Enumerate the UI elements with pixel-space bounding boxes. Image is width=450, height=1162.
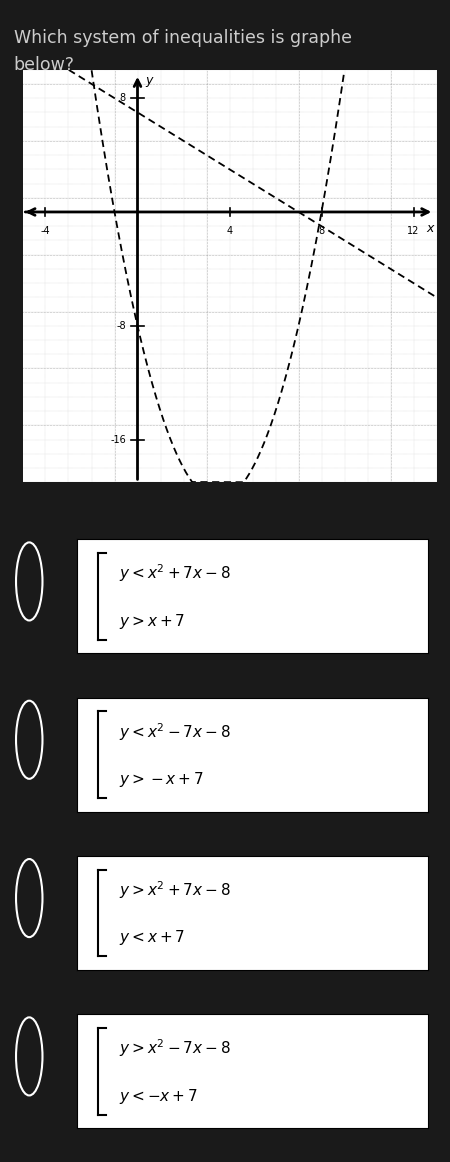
Text: $y < x + 7$: $y < x + 7$	[119, 928, 185, 947]
Text: y: y	[145, 74, 153, 87]
Text: $y < -x + 7$: $y < -x + 7$	[119, 1086, 198, 1106]
Text: x: x	[426, 222, 433, 235]
Text: $y > x + 7$: $y > x + 7$	[119, 612, 185, 631]
Text: below?: below?	[14, 56, 75, 73]
Text: $y > x^2 + 7x - 8$: $y > x^2 + 7x - 8$	[119, 880, 230, 901]
Text: 8: 8	[319, 227, 324, 236]
Text: $y < x^2 - 7x - 8$: $y < x^2 - 7x - 8$	[119, 720, 230, 743]
Text: 8: 8	[120, 93, 126, 103]
Text: Which system of inequalities is graphe: Which system of inequalities is graphe	[14, 29, 351, 46]
Text: -4: -4	[40, 227, 50, 236]
Text: $y < x^2 + 7x - 8$: $y < x^2 + 7x - 8$	[119, 562, 230, 584]
Text: 12: 12	[407, 227, 420, 236]
Text: -16: -16	[110, 435, 126, 445]
Text: -8: -8	[117, 321, 126, 331]
Text: $y > -x + 7$: $y > -x + 7$	[119, 770, 203, 789]
Text: $y > x^2 - 7x - 8$: $y > x^2 - 7x - 8$	[119, 1038, 230, 1060]
Text: 4: 4	[226, 227, 233, 236]
